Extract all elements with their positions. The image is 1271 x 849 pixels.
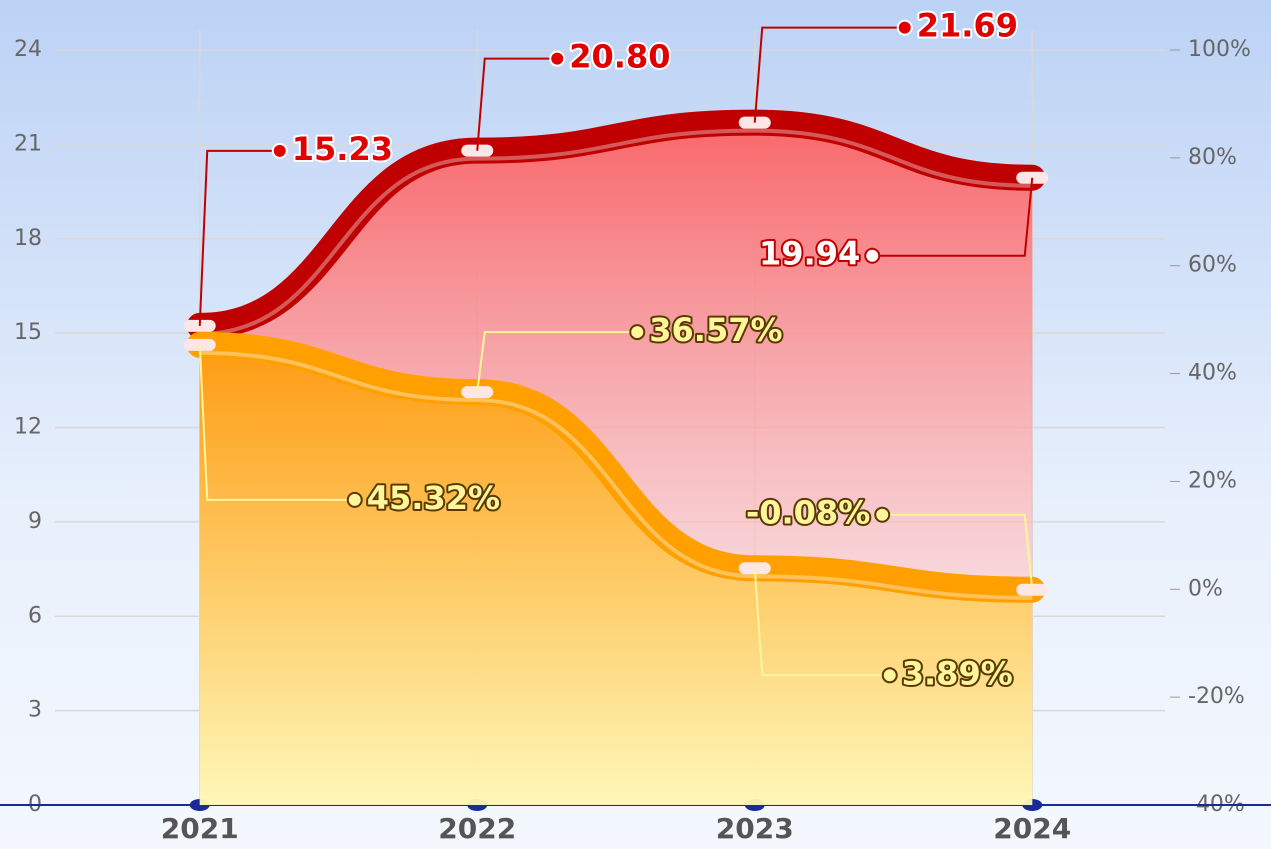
leader-line [476,57,558,151]
leader-dot [881,667,898,684]
data-label: 20.80 [569,38,670,76]
y2-tick-label: 100% [1188,37,1251,62]
data-label: 45.32% [367,479,500,517]
leader-line [753,568,890,677]
x-tick-label: 2022 [438,812,516,845]
y-tick-label: 3 [28,698,42,723]
data-label: 15.23 [292,130,393,168]
series-line-highlight [199,128,1033,336]
leader-line [882,513,1034,590]
x-tick-label: 2024 [993,812,1071,845]
y-tick-label: 6 [28,603,42,628]
leader-line [872,177,1034,257]
y2-tick-label: 40% [1188,361,1237,386]
data-label: 19.94 [759,235,860,273]
x-tick-label: 2021 [161,812,239,845]
data-label: 36.57% [649,311,782,349]
y2-tick-label: 80% [1188,145,1237,170]
leader-dot [271,142,288,159]
y2-tick-label: 0% [1188,576,1223,601]
data-label: -0.08% [746,494,870,532]
leader-line [476,331,638,393]
y-tick-label: 12 [14,415,42,440]
leader-dot [629,324,646,341]
y-tick-label: 24 [14,37,42,62]
leader-line [753,26,905,123]
series-line-highlight [199,350,1033,600]
x-tick-label: 2023 [716,812,794,845]
series-line [186,331,1046,603]
y2-tick-label: 60% [1188,253,1237,278]
leader-line [198,344,355,501]
y-tick-label: 18 [14,226,42,251]
data-label: 3.89% [902,654,1013,692]
leader-dot [864,247,881,264]
y2-tick-label: 20% [1188,468,1237,493]
y2-tick-label: -20% [1188,684,1245,709]
leader-line [198,149,280,326]
leader-dot [874,506,891,523]
y-tick-label: 9 [28,509,42,534]
leader-dot [896,19,913,36]
data-label: 21.69 [917,7,1018,45]
series-area [199,344,1033,805]
y-tick-label: 21 [14,131,42,156]
series-line [186,109,1046,339]
y-tick-label: 15 [14,320,42,345]
leader-dot [549,50,566,67]
leader-dot [346,491,363,508]
